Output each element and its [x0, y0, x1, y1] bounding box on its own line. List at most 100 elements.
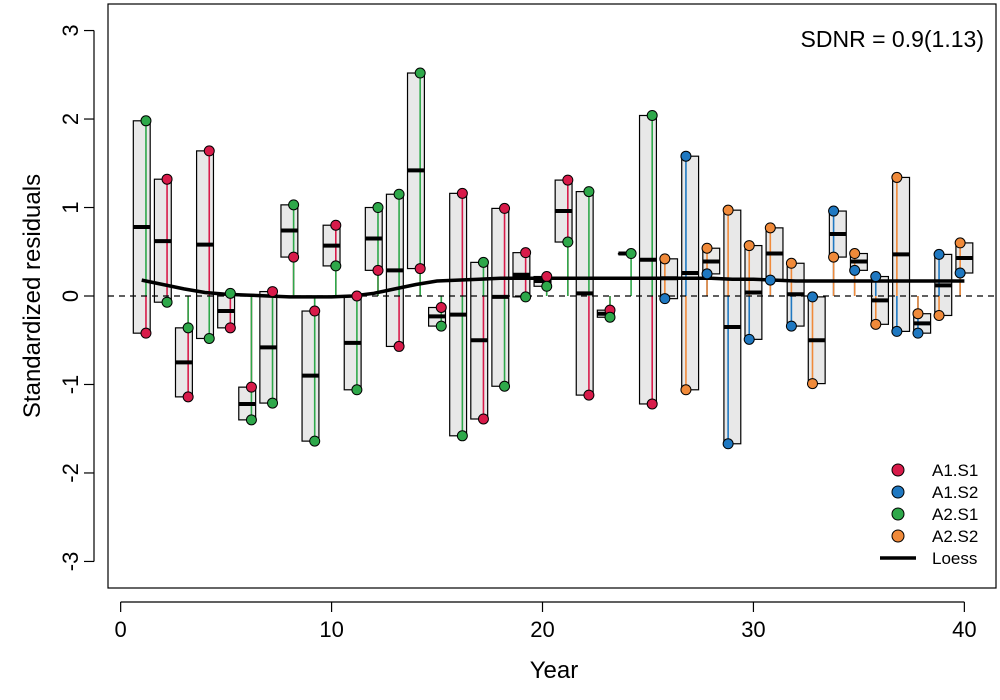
residual-point — [182, 322, 194, 334]
residual-point — [182, 391, 194, 403]
residual-point — [701, 242, 713, 254]
residual-point — [351, 384, 363, 396]
residual-point — [933, 248, 945, 260]
residual-point — [722, 438, 734, 450]
residual-point — [477, 256, 489, 268]
residual-point — [785, 257, 797, 269]
residual-point — [828, 205, 840, 217]
residual-point — [140, 327, 152, 339]
residual-point — [414, 263, 426, 275]
y-tick-label: -3 — [58, 552, 83, 572]
residual-point — [625, 248, 637, 260]
residual-point — [140, 115, 152, 127]
residual-point — [764, 222, 776, 234]
legend-label: Loess — [932, 549, 977, 568]
sdnr-annotation: SDNR = 0.9(1.13) — [801, 26, 984, 52]
residual-point — [562, 236, 574, 248]
residual-point — [456, 430, 468, 442]
x-tick-label: 10 — [319, 617, 343, 642]
residual-point — [764, 274, 776, 286]
residual-point — [583, 186, 595, 198]
residual-point — [933, 309, 945, 321]
residual-point — [520, 247, 532, 259]
legend-label: A2.S2 — [932, 527, 978, 546]
residual-point — [435, 320, 447, 332]
residual-point — [646, 398, 658, 410]
x-tick-label: 30 — [741, 617, 765, 642]
residual-point — [849, 248, 861, 260]
residual-point — [954, 237, 966, 249]
residual-point — [330, 260, 342, 272]
points-layer — [140, 67, 966, 450]
residual-point — [393, 340, 405, 352]
x-tick-label: 0 — [115, 617, 127, 642]
residual-point — [806, 291, 818, 303]
residual-point — [806, 378, 818, 390]
residual-point — [372, 264, 384, 276]
residual-point — [646, 109, 658, 121]
residual-point — [541, 271, 553, 283]
legend-label: A1.S1 — [932, 461, 978, 480]
loess-line — [141, 276, 965, 299]
residual-point — [604, 311, 616, 323]
legend-label: A1.S2 — [932, 483, 978, 502]
residual-point — [224, 322, 236, 334]
residual-point — [680, 384, 692, 396]
residual-point — [891, 325, 903, 337]
means-layer — [133, 168, 973, 406]
residual-point — [203, 145, 215, 157]
residual-point — [541, 280, 553, 292]
plot-frame — [107, 3, 997, 589]
residual-point — [828, 251, 840, 263]
residual-point — [954, 267, 966, 279]
residual-point — [870, 271, 882, 283]
residual-point — [351, 290, 363, 302]
residual-point — [891, 171, 903, 183]
x-tick-label: 40 — [952, 617, 976, 642]
residual-point — [743, 240, 755, 252]
residual-point — [680, 150, 692, 162]
residual-point — [477, 413, 489, 425]
legend: A1.S1 A1.S2 A2.S1 A2.S2 Loess — [880, 461, 978, 568]
y-tick-label: -1 — [58, 375, 83, 395]
residual-point — [224, 287, 236, 299]
x-tick-label: 20 — [530, 617, 554, 642]
residual-point — [309, 435, 321, 447]
residual-point — [743, 333, 755, 345]
boxes-layer — [132, 72, 974, 445]
residual-point — [267, 286, 279, 298]
residual-point — [912, 327, 924, 339]
y-axis-label: Standardized residuals — [19, 174, 46, 418]
residual-point — [161, 296, 173, 308]
residual-point — [659, 253, 671, 265]
x-axis: 0 10 20 30 40 — [115, 601, 977, 642]
residual-point — [659, 293, 671, 305]
residual-point — [288, 251, 300, 263]
y-tick-label: 1 — [58, 201, 83, 213]
legend-marker — [891, 485, 905, 499]
residual-point — [435, 302, 447, 314]
residual-point — [245, 414, 257, 426]
residual-point — [414, 67, 426, 79]
residual-point — [456, 187, 468, 199]
residual-point — [499, 202, 511, 214]
residual-point — [393, 188, 405, 200]
legend-marker — [891, 529, 905, 543]
legend-marker — [891, 463, 905, 477]
residual-point — [267, 397, 279, 409]
legend-marker — [891, 507, 905, 521]
residual-point — [161, 173, 173, 185]
residual-point — [870, 318, 882, 330]
y-tick-label: 3 — [58, 24, 83, 36]
residual-point — [722, 204, 734, 216]
residual-point — [499, 380, 511, 392]
residual-point — [372, 202, 384, 214]
x-axis-label: Year — [530, 657, 579, 684]
residual-point — [562, 174, 574, 186]
residual-point — [520, 291, 532, 303]
residual-point — [849, 264, 861, 276]
residual-point — [203, 332, 215, 344]
residual-point — [288, 199, 300, 211]
y-tick-label: 0 — [58, 290, 83, 302]
